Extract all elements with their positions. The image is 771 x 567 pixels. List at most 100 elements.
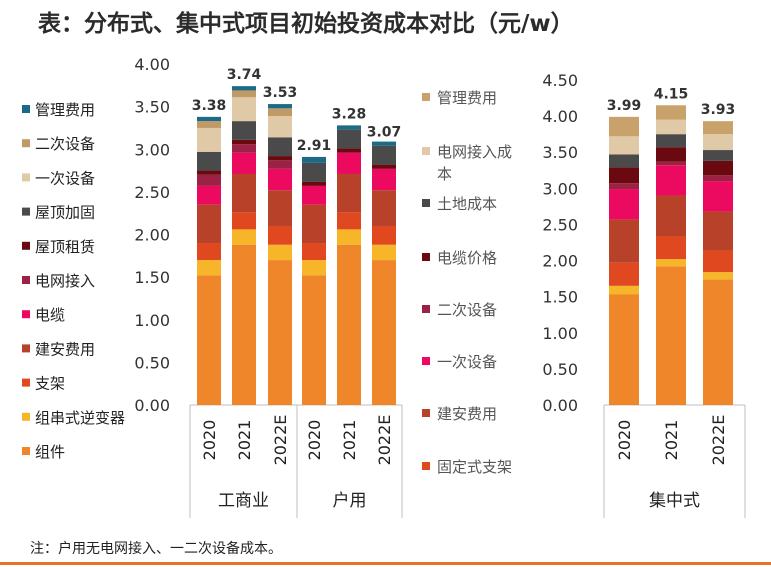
page-title: 表：分布式、集中式项目初始投资成本对比（元/w） <box>38 11 574 37</box>
bar-segment-二次设备 <box>232 90 256 98</box>
bar-segment-组件 <box>703 279 733 405</box>
x-category-label: 2020 <box>615 420 634 461</box>
bar-segment-组串式逆变器 <box>656 259 686 267</box>
legend-swatch <box>422 462 430 470</box>
bar-segment-建安费用 <box>703 211 733 251</box>
legend-label: 固定式支架 <box>437 458 512 476</box>
bar-segment-组串式逆变器 <box>703 272 733 280</box>
bar-segment-一次设备 <box>656 165 686 196</box>
legend-swatch <box>22 447 30 455</box>
footnote: 注：户用无电网接入、一二次设备成本。 <box>30 541 282 557</box>
bar-segment-屋顶加固 <box>232 121 256 140</box>
legend-swatch <box>22 412 30 421</box>
bar-segment-建安费用 <box>337 173 361 213</box>
bar-segment-电网接入成本 <box>656 119 686 135</box>
bar-segment-支架 <box>337 212 361 230</box>
legend-label: 电网接入 <box>35 272 95 290</box>
x-category-label: 2021 <box>340 420 359 461</box>
x-category-label: 2021 <box>235 420 254 461</box>
bar-segment-支架 <box>232 212 256 230</box>
bar-segment-组串式逆变器 <box>268 244 292 261</box>
bar-segment-屋顶加固 <box>197 151 221 171</box>
bar-segment-管理费用 <box>268 104 292 109</box>
bar-segment-管理费用 <box>337 125 361 130</box>
bar-total-label: 3.28 <box>332 106 367 122</box>
legend-swatch <box>422 147 430 155</box>
bar-segment-固定式支架 <box>656 236 686 260</box>
bar-segment-电缆 <box>372 168 396 191</box>
bar-segment-屋顶加固 <box>372 145 396 165</box>
legend-label: 组件 <box>35 443 65 461</box>
bar-segment-固定式支架 <box>703 250 733 273</box>
bar-segment-电缆 <box>302 185 326 205</box>
y-tick-label: 0.50 <box>134 353 170 372</box>
bar-total-label: 3.53 <box>263 85 298 101</box>
group-label: 户用 <box>333 491 367 511</box>
bar-segment-屋顶租赁 <box>302 181 326 186</box>
legend-swatch <box>422 357 430 365</box>
bar-segment-管理费用 <box>656 105 686 120</box>
bar-segment-一次设备 <box>609 189 639 220</box>
x-category-label: 2022E <box>375 415 394 466</box>
legend-swatch <box>22 207 30 216</box>
bar-segment-组件 <box>197 275 221 405</box>
group-label: 工商业 <box>218 491 269 511</box>
legend-label: 二次设备 <box>35 135 95 153</box>
bar-segment-组件 <box>232 244 256 405</box>
legend-label: 管理费用 <box>35 101 95 119</box>
bar-segment-组件 <box>337 244 361 405</box>
legend-swatch <box>422 93 430 101</box>
x-category-label: 2022E <box>709 415 728 466</box>
bar-total-label: 3.07 <box>367 124 402 140</box>
x-category-label: 2020 <box>200 420 219 461</box>
legend-swatch <box>22 241 30 250</box>
y-tick-label: 3.00 <box>134 140 170 159</box>
x-category-label: 2022E <box>271 415 290 466</box>
legend-swatch <box>22 276 30 284</box>
legend-label: 建安费用 <box>437 405 497 423</box>
y-tick-label: 3.00 <box>542 179 578 198</box>
bar-segment-电网接入 <box>268 160 292 169</box>
bar-segment-组串式逆变器 <box>609 285 639 295</box>
bar-segment-电缆 <box>268 168 292 191</box>
bar-segment-组串式逆变器 <box>337 229 361 245</box>
y-tick-label: 4.50 <box>542 71 578 90</box>
bar-segment-组件 <box>372 260 396 405</box>
bar-segment-一次设备 <box>197 127 221 152</box>
y-tick-label: 0.00 <box>542 396 578 415</box>
bar-segment-二次设备 <box>609 183 639 190</box>
bar-total-label: 2.91 <box>297 138 332 154</box>
bar-segment-管理费用 <box>232 86 256 91</box>
bar-segment-土地成本 <box>656 134 686 148</box>
legend-label: 一次设备 <box>35 169 95 187</box>
y-tick-label: 1.00 <box>134 311 170 330</box>
bar-segment-电网接入成本 <box>703 134 733 151</box>
legend-label: 组串式逆变器 <box>35 409 125 427</box>
bar-segment-电缆 <box>337 152 361 174</box>
bar-segment-建安费用 <box>372 190 396 226</box>
legend-swatch <box>22 344 30 353</box>
bar-segment-屋顶租赁 <box>197 170 221 175</box>
bar-segment-屋顶加固 <box>337 129 361 149</box>
bar-segment-屋顶加固 <box>302 162 326 182</box>
bar-segment-土地成本 <box>703 150 733 161</box>
bar-segment-电缆价格 <box>609 167 639 184</box>
y-tick-label: 1.50 <box>542 288 578 307</box>
bar-segment-二次设备 <box>268 108 292 117</box>
legend-label: 屋顶租赁 <box>35 238 95 256</box>
bar-segment-二次设备 <box>197 121 221 128</box>
bar-segment-建安费用 <box>609 219 639 263</box>
legend-label: 一次设备 <box>437 353 497 371</box>
y-tick-label: 2.00 <box>134 226 170 245</box>
bar-segment-屋顶加固 <box>268 137 292 157</box>
bar-segment-屋顶租赁 <box>372 164 396 169</box>
bar-segment-组串式逆变器 <box>302 260 326 276</box>
legend-label: 二次设备 <box>437 301 497 319</box>
y-tick-label: 3.50 <box>134 98 170 117</box>
legend-swatch <box>22 378 30 387</box>
legend-swatch <box>22 310 30 319</box>
bar-segment-组串式逆变器 <box>372 244 396 261</box>
y-tick-label: 3.50 <box>542 143 578 162</box>
y-tick-label: 2.00 <box>542 252 578 271</box>
